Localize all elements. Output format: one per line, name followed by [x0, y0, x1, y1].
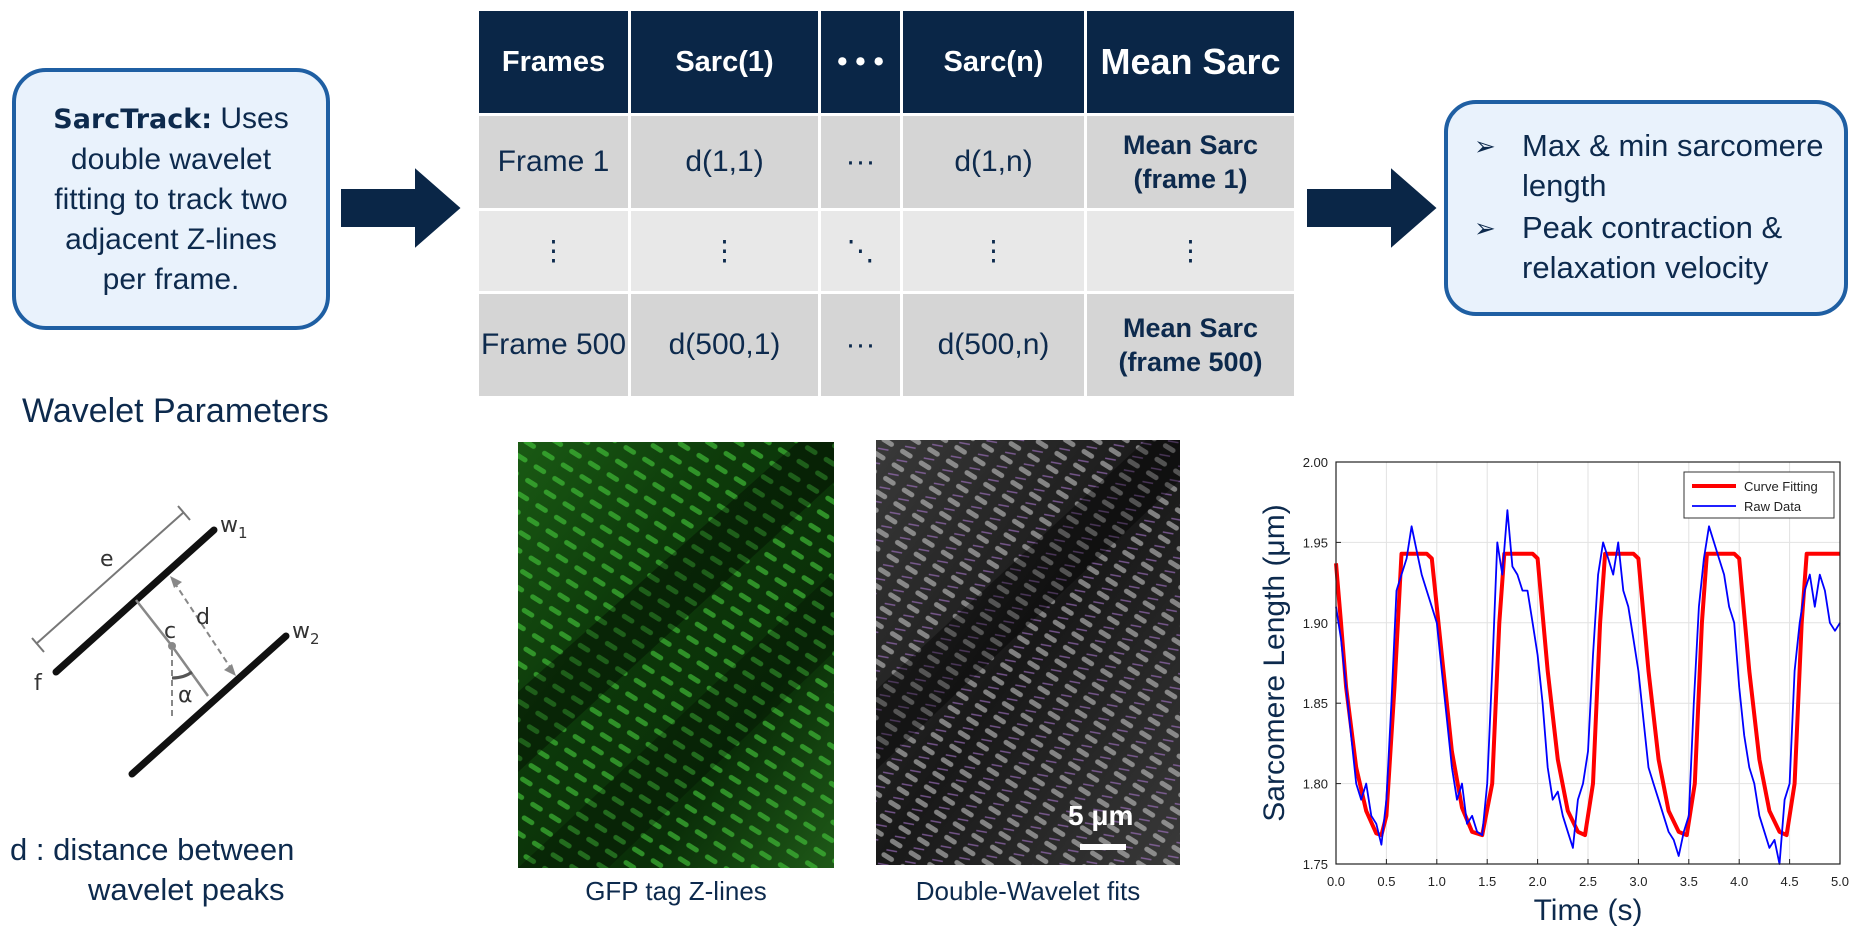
gfp-caption: GFP tag Z-lines [585, 876, 767, 906]
label-alpha: α [178, 683, 193, 708]
x-tick-label: 1.5 [1478, 874, 1496, 889]
label-c: c [164, 619, 176, 644]
label-w2: w [292, 619, 310, 644]
table-row: Frame 1 d(1,1) ··· d(1,n) Mean Sarc (fra… [476, 113, 1297, 211]
y-tick-label: 1.80 [1303, 777, 1328, 792]
x-tick-label: 2.5 [1579, 874, 1597, 889]
table-header-row: Frames Sarc(1) • • • Sarc(n) Mean Sarc [476, 8, 1297, 116]
x-tick-label: 4.5 [1781, 874, 1799, 889]
table-cell: ··· [818, 291, 903, 399]
label-w2-sub: 2 [310, 630, 320, 648]
table-cell: ⋮ [628, 208, 821, 294]
sarctrack-description: Uses double wavelet fitting to track two… [54, 101, 289, 296]
x-tick-label: 2.0 [1529, 874, 1547, 889]
header-sarc-1: Sarc(1) [628, 8, 821, 116]
x-tick-label: 3.0 [1629, 874, 1647, 889]
table-cell: d(1,1) [628, 113, 821, 211]
chart-ticks: 0.0 0.5 1.0 1.5 2.0 2.5 3.0 3.5 4.0 4.5 5.0 1.75 1.8… [1303, 455, 1849, 889]
scale-bar-label: 5 μm [1068, 800, 1134, 831]
table-cell: d(1,n) [900, 113, 1087, 211]
y-tick-label: 1.75 [1303, 857, 1328, 872]
label-f: f [34, 671, 43, 696]
table-row: ⋮ ⋮ ⋱ ⋮ ⋮ [476, 208, 1297, 294]
sarctrack-info-box: SarcTrack: Uses double wavelet fitting t… [12, 68, 330, 330]
wavelet-caption-line2: wavelet peaks [88, 872, 285, 907]
list-item: ➢ Max & min sarcomere length [1474, 126, 1830, 206]
table-cell: Mean Sarc (frame 1) [1084, 113, 1297, 211]
sarctrack-label: SarcTrack: [53, 103, 213, 135]
table-cell: ⋱ [818, 208, 903, 294]
table-cell: Frame 1 [476, 113, 631, 211]
arrow-bullet-icon: ➢ [1474, 131, 1496, 161]
y-tick-label: 1.95 [1303, 535, 1328, 550]
list-item: ➢ Peak contraction & relaxation velocity [1474, 208, 1830, 288]
wavelet-caption: d : distance between wavelet peaks [10, 830, 294, 910]
y-axis-label: Sarcomere Length (μm) [1258, 504, 1291, 821]
header-mean-sarc: Mean Sarc [1084, 8, 1297, 116]
scale-bar [1080, 844, 1126, 850]
x-tick-label: 3.5 [1680, 874, 1698, 889]
outputs-box: ➢ Max & min sarcomere length ➢ Peak cont… [1444, 100, 1848, 316]
output-item: Max & min sarcomere length [1522, 128, 1824, 203]
sarcomere-table: Frames Sarc(1) • • • Sarc(n) Mean Sarc F… [476, 8, 1297, 399]
y-tick-label: 2.00 [1303, 455, 1328, 470]
sarctrack-info-text: SarcTrack: Uses double wavelet fitting t… [40, 99, 302, 300]
table-cell: ⋮ [1084, 208, 1297, 294]
header-ellipsis: • • • [818, 8, 903, 116]
label-w1: w [220, 513, 238, 538]
chart-lines [1334, 509, 1841, 865]
x-tick-label: 0.5 [1377, 874, 1395, 889]
sarcomere-length-chart: 0.0 0.5 1.0 1.5 2.0 2.5 3.0 3.5 4.0 4.5 5.0 1.75 1.8… [1258, 455, 1849, 926]
chart-legend: Curve Fitting Raw Data [1683, 471, 1835, 519]
double-wavelet-micrograph [876, 440, 1180, 865]
flow-arrow-icon [1306, 166, 1438, 250]
table-cell: ··· [818, 113, 903, 211]
legend-label: Curve Fitting [1744, 479, 1818, 494]
label-d: d [196, 605, 210, 630]
table-cell: Mean Sarc (frame 500) [1084, 291, 1297, 399]
x-tick-label: 0.0 [1327, 874, 1345, 889]
table-cell: Frame 500 [476, 291, 631, 399]
wavelet-diagram: e w 1 w 2 c d f α [31, 505, 320, 778]
header-frames: Frames [476, 8, 631, 116]
legend-box [1683, 471, 1835, 519]
gfp-micrograph [518, 442, 834, 868]
table-cell: ⋮ [476, 208, 631, 294]
wavelet-title: Wavelet Parameters [22, 392, 329, 430]
table-row: Frame 500 d(500,1) ··· d(500,n) Mean Sar… [476, 291, 1297, 399]
y-tick-label: 1.85 [1303, 696, 1328, 711]
label-w1-sub: 1 [238, 524, 248, 542]
output-item: Peak contraction & relaxation velocity [1522, 210, 1783, 285]
x-axis-label: Time (s) [1534, 894, 1643, 926]
wavelet-caption-line1: d : distance between [10, 832, 295, 867]
flow-arrow-icon [340, 166, 462, 250]
header-sarc-n: Sarc(n) [900, 8, 1087, 116]
label-e: e [100, 547, 114, 572]
table-cell: d(500,n) [900, 291, 1087, 399]
legend-label: Raw Data [1744, 499, 1802, 514]
x-tick-label: 4.0 [1730, 874, 1748, 889]
table-cell: ⋮ [900, 208, 1087, 294]
table-cell: d(500,1) [628, 291, 821, 399]
series-line-curve-fitting [1334, 551, 1840, 838]
double-wavelet-caption: Double-Wavelet fits [915, 876, 1141, 906]
series-line-raw-data [1335, 509, 1841, 865]
x-tick-label: 1.0 [1428, 874, 1446, 889]
plot-frame [1335, 461, 1841, 865]
x-tick-label: 5.0 [1831, 874, 1849, 889]
arrow-bullet-icon: ➢ [1474, 213, 1496, 243]
y-tick-label: 1.90 [1303, 616, 1328, 631]
